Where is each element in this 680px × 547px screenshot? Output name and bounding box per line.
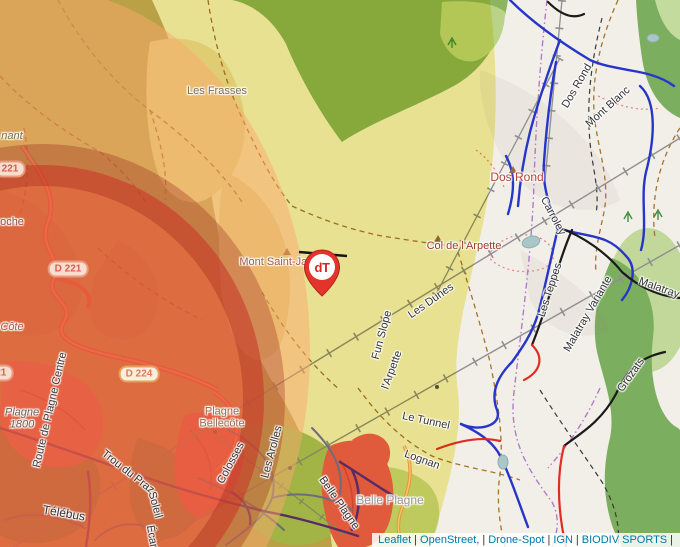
pistes-blue xyxy=(459,0,676,529)
pistes-black xyxy=(530,0,680,448)
attribution-link-openstreet[interactable]: OpenStreet, xyxy=(420,534,480,546)
attribution-link-drone-spot[interactable]: Drone-Spot xyxy=(488,534,545,546)
drone-spot-marker-pin[interactable]: dT xyxy=(303,249,341,297)
attribution-link-leaflet[interactable]: Leaflet xyxy=(378,534,412,546)
attribution-bar: Leaflet | OpenStreet, | Drone-Spot | IGN | BIODI… xyxy=(372,533,680,547)
attribution-link-ign[interactable]: IGN xyxy=(553,534,573,546)
attribution-separator: | xyxy=(414,534,418,546)
attribution-separator: | xyxy=(575,534,579,546)
marker-logo: dT xyxy=(309,254,335,280)
attribution-separator: | xyxy=(670,534,673,546)
boundary-violet xyxy=(512,0,601,547)
attribution-separator: | xyxy=(482,534,486,546)
attribution-separator: | xyxy=(547,534,551,546)
attribution-link-biodiv-sports[interactable]: BIODIV SPORTS xyxy=(581,534,668,546)
ponds xyxy=(497,33,660,470)
